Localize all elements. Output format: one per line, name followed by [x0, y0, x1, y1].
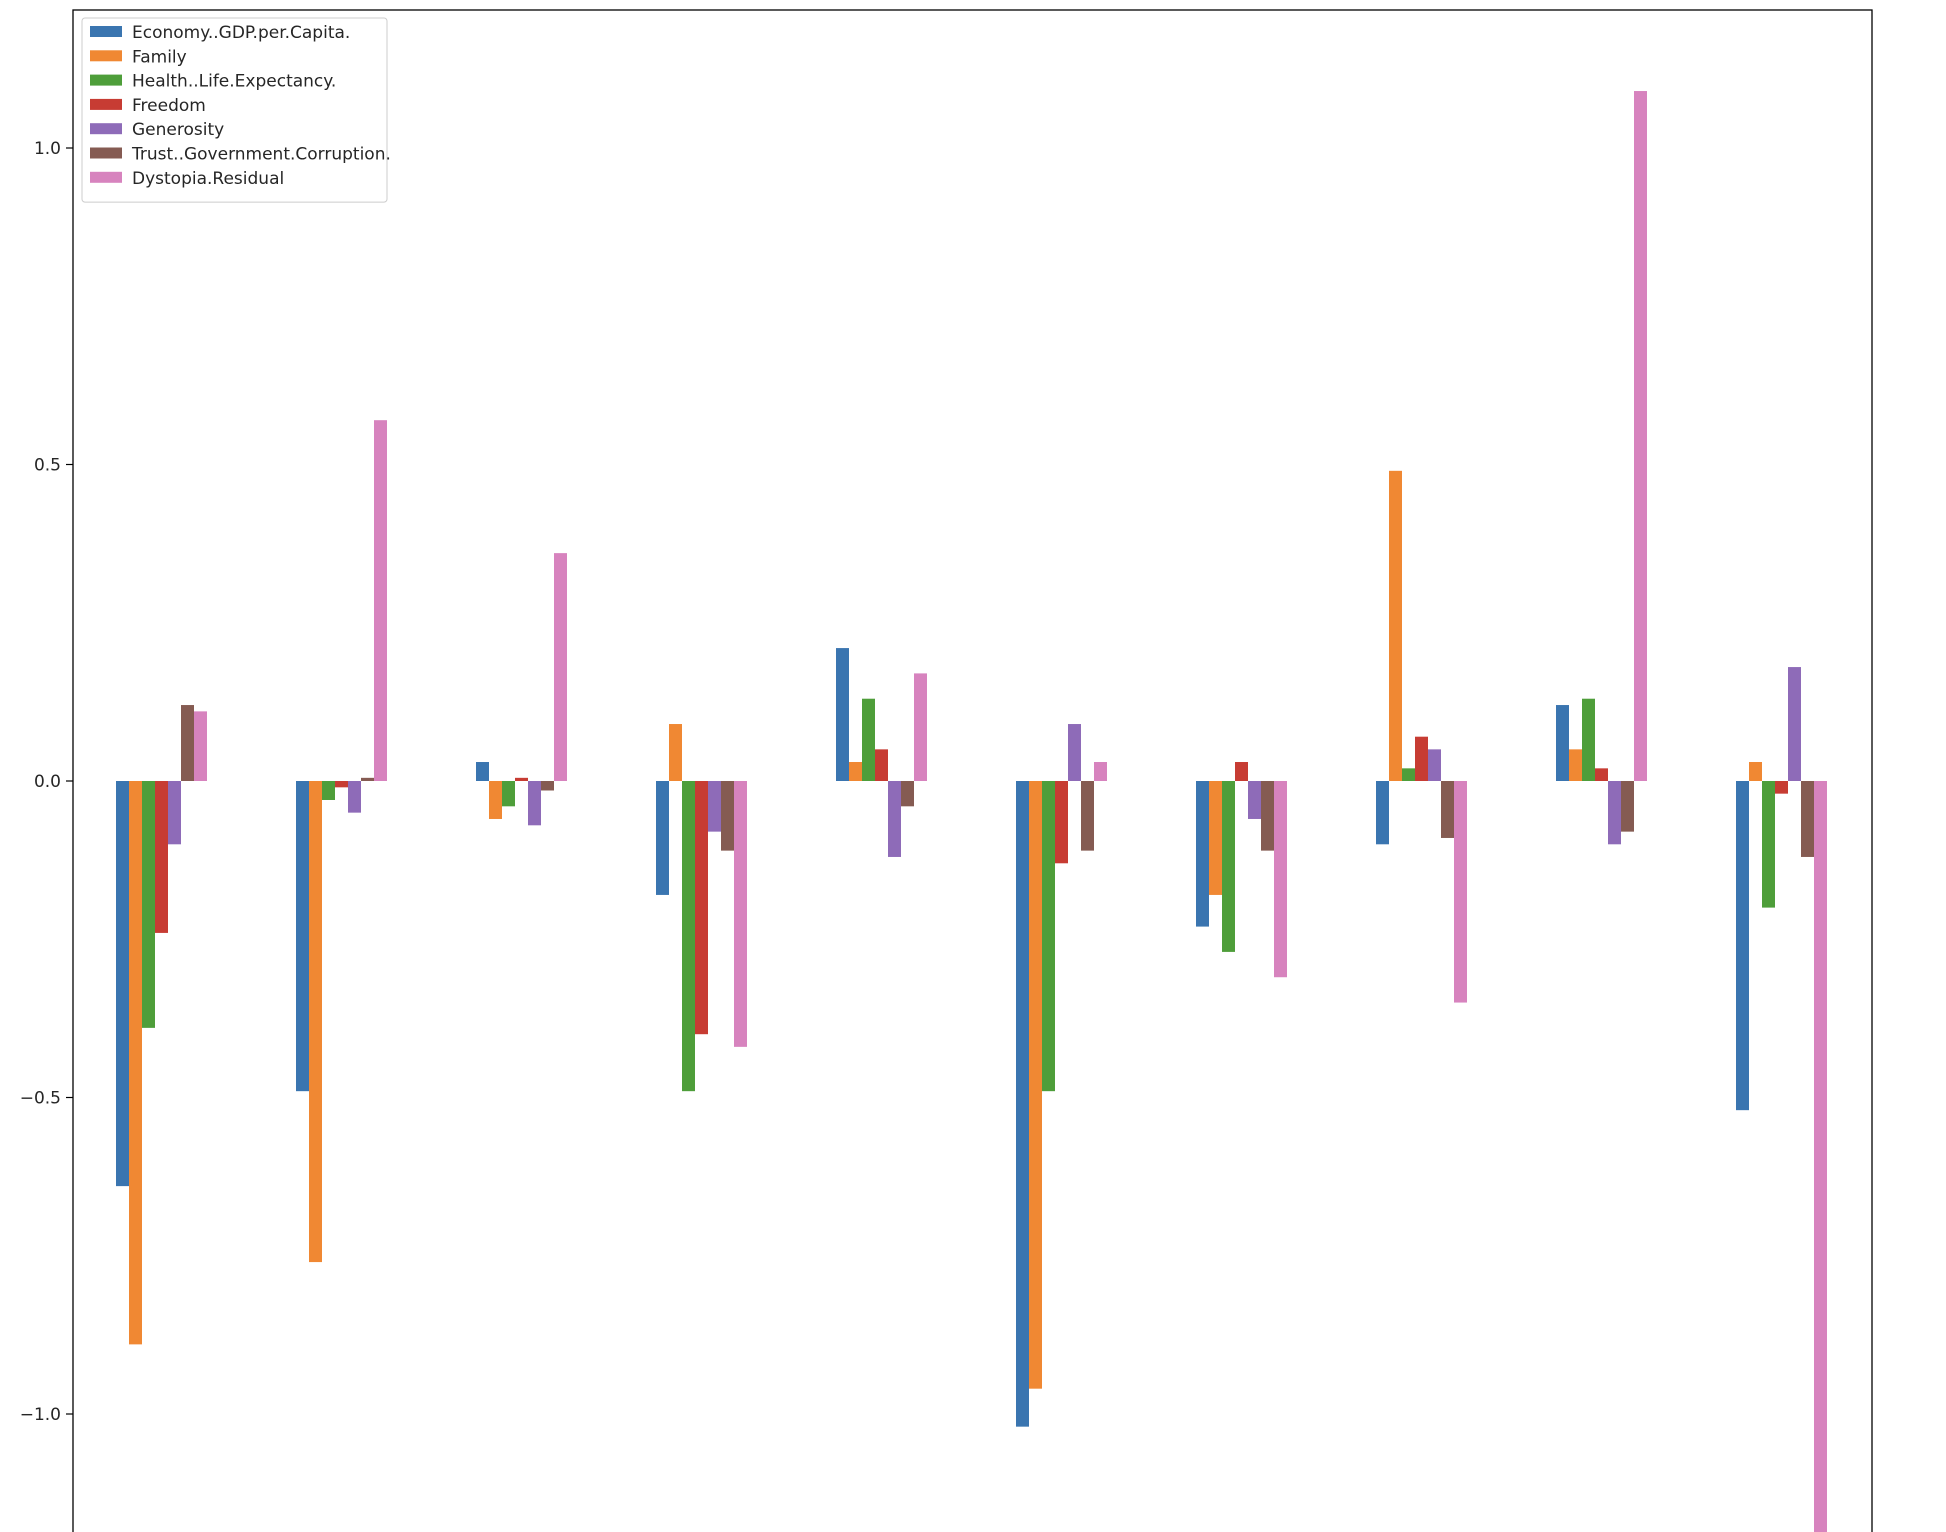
legend-swatch — [90, 98, 122, 110]
bar-health-life-expectancy-3 — [502, 781, 515, 807]
bar-economy-gdp-per-capita-2 — [296, 781, 309, 1092]
bar-economy-gdp-per-capita-8 — [1376, 781, 1389, 845]
bar-economy-gdp-per-capita-10 — [1736, 781, 1749, 1111]
bar-freedom-3 — [515, 777, 528, 781]
bar-freedom-7 — [1235, 762, 1248, 781]
bar-health-life-expectancy-10 — [1762, 781, 1775, 908]
bar-trust-government-corruption-7 — [1261, 781, 1274, 851]
bar-family-8 — [1389, 470, 1402, 781]
bar-family-3 — [489, 781, 502, 819]
bar-generosity-4 — [708, 781, 721, 832]
bar-economy-gdp-per-capita-4 — [656, 781, 669, 895]
bar-trust-government-corruption-6 — [1081, 781, 1094, 851]
y-axis: −1.0 −0.5 0.0 0.5 1.0 — [20, 139, 73, 1425]
bar-trust-government-corruption-1 — [181, 705, 194, 781]
bar-health-life-expectancy-4 — [682, 781, 695, 1092]
y-tick-label: 1.0 — [34, 139, 61, 159]
legend-label: Generosity — [132, 120, 224, 140]
legend-swatch — [90, 171, 122, 183]
bar-health-life-expectancy-9 — [1582, 698, 1595, 781]
bar-dystopia-residual-10 — [1814, 781, 1827, 1532]
bar-generosity-5 — [888, 781, 901, 857]
legend-swatch — [90, 74, 122, 86]
bar-health-life-expectancy-5 — [862, 698, 875, 781]
bar-health-life-expectancy-8 — [1402, 768, 1415, 781]
bar-dystopia-residual-7 — [1274, 781, 1287, 978]
bar-generosity-3 — [528, 781, 541, 826]
bar-family-10 — [1749, 762, 1762, 781]
bar-freedom-1 — [155, 781, 168, 933]
bar-dystopia-residual-5 — [914, 673, 927, 781]
y-tick-label: 0.0 — [34, 772, 61, 792]
bar-trust-government-corruption-2 — [361, 777, 374, 781]
bar-family-9 — [1569, 749, 1582, 781]
bar-trust-government-corruption-4 — [721, 781, 734, 851]
legend-swatch — [90, 147, 122, 159]
bar-health-life-expectancy-2 — [322, 781, 335, 800]
y-tick-label: −0.5 — [20, 1089, 61, 1109]
bar-trust-government-corruption-9 — [1621, 781, 1634, 832]
bar-economy-gdp-per-capita-6 — [1016, 781, 1029, 1427]
legend-label: Health..Life.Expectancy. — [132, 72, 336, 92]
bar-freedom-8 — [1415, 736, 1428, 781]
bar-economy-gdp-per-capita-9 — [1556, 705, 1569, 781]
bar-trust-government-corruption-5 — [901, 781, 914, 807]
bar-dystopia-residual-6 — [1094, 762, 1107, 781]
bar-dystopia-residual-4 — [734, 781, 747, 1047]
bar-generosity-6 — [1068, 724, 1081, 781]
legend-label: Dystopia.Residual — [132, 169, 284, 189]
bar-economy-gdp-per-capita-7 — [1196, 781, 1209, 927]
bars-group — [116, 91, 1827, 1532]
bar-trust-government-corruption-3 — [541, 781, 554, 791]
y-tick-label: −1.0 — [20, 1405, 61, 1425]
bar-freedom-6 — [1055, 781, 1068, 864]
bar-generosity-2 — [348, 781, 361, 813]
bar-freedom-9 — [1595, 768, 1608, 781]
bar-dystopia-residual-8 — [1454, 781, 1467, 1003]
bar-freedom-2 — [335, 781, 348, 788]
bar-trust-government-corruption-8 — [1441, 781, 1454, 838]
bar-freedom-4 — [695, 781, 708, 1035]
bar-family-2 — [309, 781, 322, 1263]
bar-freedom-10 — [1775, 781, 1788, 794]
bar-family-5 — [849, 762, 862, 781]
legend-label: Family — [132, 47, 187, 67]
bar-family-6 — [1029, 781, 1042, 1389]
legend-label: Economy..GDP.per.Capita. — [132, 23, 350, 43]
y-tick-label: 0.5 — [34, 456, 61, 476]
legend-swatch — [90, 123, 122, 135]
bar-economy-gdp-per-capita-1 — [116, 781, 129, 1187]
legend-label: Freedom — [132, 96, 206, 116]
bar-family-7 — [1209, 781, 1222, 895]
bar-dystopia-residual-9 — [1634, 91, 1647, 781]
bar-economy-gdp-per-capita-5 — [836, 648, 849, 781]
bar-health-life-expectancy-7 — [1222, 781, 1235, 952]
legend-label: Trust..Government.Corruption. — [131, 145, 391, 165]
bar-dystopia-residual-3 — [554, 553, 567, 781]
bar-generosity-7 — [1248, 781, 1261, 819]
bar-dystopia-residual-1 — [194, 711, 207, 781]
bar-freedom-5 — [875, 749, 888, 781]
legend: Economy..GDP.per.Capita. Family Health..Li… — [81, 17, 391, 203]
bar-dystopia-residual-2 — [374, 420, 387, 781]
bar-health-life-expectancy-6 — [1042, 781, 1055, 1092]
legend-box — [81, 17, 388, 203]
bar-generosity-1 — [168, 781, 181, 845]
plot-frame — [72, 9, 1873, 1532]
legend-swatch — [90, 50, 122, 62]
bar-generosity-8 — [1428, 749, 1441, 781]
bar-trust-government-corruption-10 — [1801, 781, 1814, 857]
bar-generosity-10 — [1788, 667, 1801, 781]
bar-family-4 — [669, 724, 682, 781]
bar-health-life-expectancy-1 — [142, 781, 155, 1028]
bar-economy-gdp-per-capita-3 — [476, 762, 489, 781]
bar-generosity-9 — [1608, 781, 1621, 845]
bar-family-1 — [129, 781, 142, 1345]
legend-swatch — [90, 26, 122, 37]
